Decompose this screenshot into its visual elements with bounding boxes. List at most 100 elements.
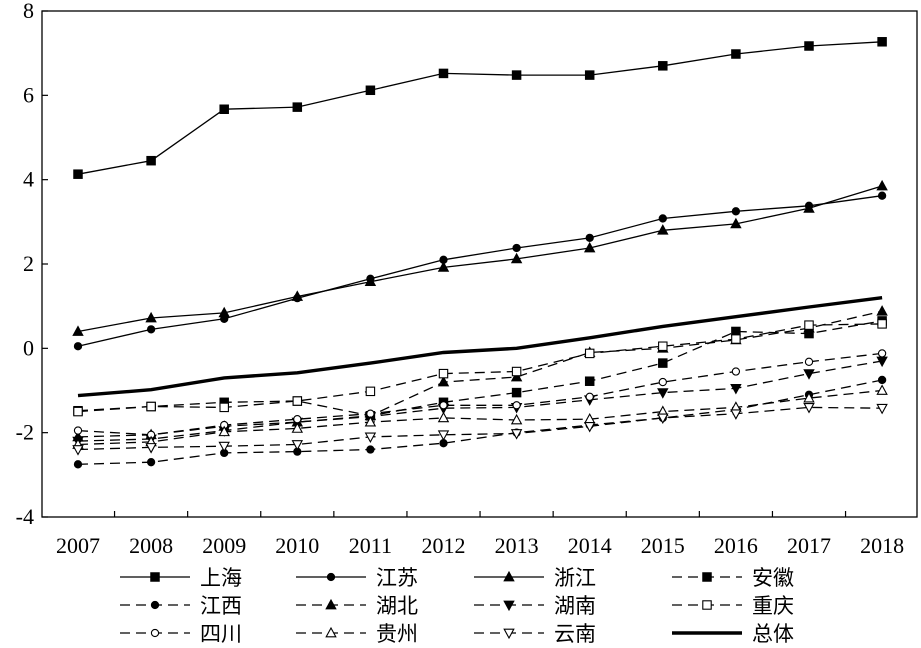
- data-point: [325, 598, 337, 610]
- data-point: [512, 401, 521, 410]
- series-line: [77, 185, 883, 333]
- data-point: [512, 243, 521, 253]
- data-point: [876, 305, 888, 316]
- x-tick-label: 2014: [568, 533, 612, 558]
- series-line: [77, 320, 883, 417]
- x-tick-label: 2013: [495, 533, 539, 558]
- legend-item-云南: 云南: [474, 622, 596, 646]
- x-tick-label: 2009: [202, 533, 246, 558]
- data-point: [437, 375, 450, 387]
- data-point: [658, 214, 667, 223]
- x-tick-label: 2010: [275, 533, 319, 558]
- legend-item-总体: 总体: [672, 622, 794, 646]
- series-总体: [77, 296, 883, 398]
- legend-label: 湖北: [376, 594, 418, 618]
- data-point: [511, 387, 522, 398]
- data-point: [291, 440, 304, 451]
- legend-item-安徽: 安徽: [672, 566, 794, 590]
- data-point: [503, 628, 515, 640]
- series-上海: [73, 37, 887, 179]
- data-point: [804, 357, 814, 366]
- data-point: [877, 191, 887, 200]
- data-point: [657, 388, 669, 399]
- data-point: [150, 600, 160, 610]
- x-tick-label: 2007: [56, 533, 100, 558]
- data-point: [583, 241, 596, 253]
- axes: 8 6 4 2 0 -2 -4 2007 2008 2009 2010 2011 2012 2013 201…: [16, 0, 918, 558]
- data-point: [438, 68, 449, 79]
- data-point: [72, 325, 84, 336]
- y-tick-label: 2: [23, 251, 34, 276]
- series-贵州: [72, 384, 888, 449]
- data-point: [325, 626, 337, 638]
- legend-label: 重庆: [752, 594, 794, 618]
- x-tick-label: 2015: [641, 533, 685, 558]
- data-point: [503, 600, 515, 612]
- data-point: [366, 445, 375, 454]
- data-point: [364, 432, 377, 444]
- data-point: [437, 411, 450, 423]
- data-point: [510, 429, 523, 440]
- data-point: [365, 85, 376, 96]
- data-point: [218, 306, 230, 318]
- series-line: [77, 379, 883, 465]
- data-point: [730, 384, 742, 395]
- y-tick-label: 4: [23, 167, 34, 192]
- data-point: [876, 179, 888, 191]
- legend-label: 贵州: [376, 622, 418, 646]
- data-point: [657, 224, 669, 235]
- data-point: [658, 61, 668, 71]
- series-line: [77, 323, 883, 413]
- data-point: [583, 421, 596, 433]
- legend-item-浙江: 浙江: [474, 566, 596, 590]
- x-tick-label: 2008: [129, 533, 173, 558]
- legend-item-四川: 四川: [120, 622, 242, 646]
- legend-item-江西: 江西: [120, 594, 242, 618]
- plot-frame: [41, 10, 918, 518]
- data-point: [803, 202, 815, 213]
- data-point: [72, 445, 84, 456]
- series-四川: [73, 349, 887, 439]
- data-point: [658, 358, 668, 368]
- series-line: [77, 310, 883, 438]
- data-point: [658, 377, 667, 387]
- data-point: [584, 376, 595, 386]
- data-point: [730, 409, 742, 420]
- data-point: [658, 341, 668, 351]
- legend-label: 上海: [200, 566, 242, 590]
- data-point: [145, 311, 157, 323]
- data-point: [326, 572, 336, 582]
- data-point: [804, 320, 814, 330]
- data-point: [218, 425, 230, 437]
- legend-label: 安徽: [752, 566, 794, 590]
- series-重庆: [73, 319, 887, 417]
- series-line: [77, 360, 883, 442]
- legend-label: 浙江: [554, 566, 596, 590]
- data-point: [73, 460, 83, 469]
- legend-label: 湖南: [554, 594, 596, 618]
- data-point: [292, 396, 303, 406]
- data-point: [439, 401, 448, 410]
- y-tick-label: -4: [16, 504, 34, 529]
- legend-label: 云南: [554, 622, 596, 646]
- data-point: [73, 342, 83, 351]
- legend-item-贵州: 贵州: [296, 622, 418, 646]
- data-point: [731, 367, 741, 376]
- legend-label: 江苏: [376, 566, 418, 590]
- y-tick-label: 0: [23, 335, 34, 360]
- data-point: [291, 290, 304, 301]
- y-tick-label: 6: [23, 82, 34, 107]
- data-point: [731, 49, 741, 59]
- data-point: [365, 386, 376, 397]
- x-tick-label: 2011: [349, 533, 392, 558]
- data-point: [146, 458, 156, 467]
- data-point: [438, 368, 449, 379]
- series-浙江: [72, 179, 888, 336]
- data-point: [364, 415, 377, 427]
- series-湖南: [72, 356, 888, 448]
- data-point: [437, 261, 450, 272]
- data-point: [73, 169, 83, 179]
- data-point: [219, 104, 229, 114]
